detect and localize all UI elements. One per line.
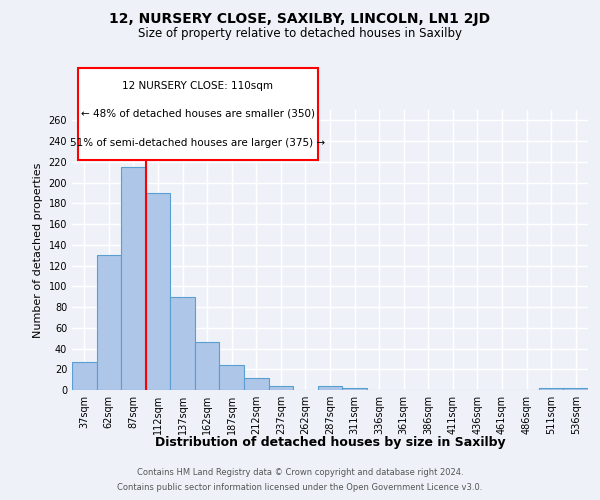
Bar <box>146 193 170 390</box>
Bar <box>220 365 244 390</box>
Bar <box>72 362 97 390</box>
Bar <box>563 388 588 390</box>
Text: Contains public sector information licensed under the Open Government Licence v3: Contains public sector information licen… <box>118 483 482 492</box>
Text: Size of property relative to detached houses in Saxilby: Size of property relative to detached ho… <box>138 28 462 40</box>
Bar <box>269 386 293 390</box>
Text: Distribution of detached houses by size in Saxilby: Distribution of detached houses by size … <box>155 436 505 449</box>
Bar <box>539 388 563 390</box>
Bar <box>195 342 220 390</box>
Text: Contains HM Land Registry data © Crown copyright and database right 2024.: Contains HM Land Registry data © Crown c… <box>137 468 463 477</box>
Bar <box>170 296 195 390</box>
Text: 12, NURSERY CLOSE, SAXILBY, LINCOLN, LN1 2JD: 12, NURSERY CLOSE, SAXILBY, LINCOLN, LN1… <box>109 12 491 26</box>
Bar <box>97 255 121 390</box>
Bar <box>121 167 146 390</box>
Y-axis label: Number of detached properties: Number of detached properties <box>33 162 43 338</box>
Text: ← 48% of detached houses are smaller (350): ← 48% of detached houses are smaller (35… <box>81 108 315 118</box>
Text: 51% of semi-detached houses are larger (375) →: 51% of semi-detached houses are larger (… <box>70 138 326 148</box>
Text: 12 NURSERY CLOSE: 110sqm: 12 NURSERY CLOSE: 110sqm <box>122 81 274 91</box>
Bar <box>318 386 342 390</box>
Bar <box>244 378 269 390</box>
Bar <box>342 388 367 390</box>
